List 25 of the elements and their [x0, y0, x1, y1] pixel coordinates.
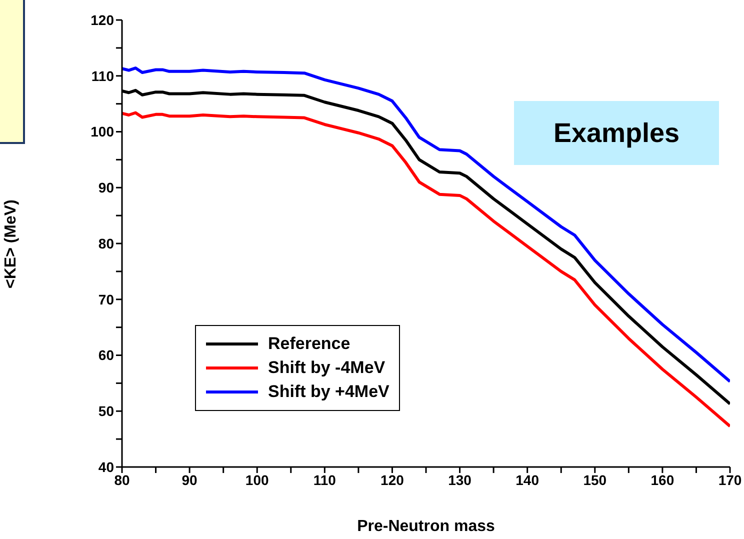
x-tick-label: 170 — [718, 472, 742, 488]
legend-label: Shift by +4MeV — [268, 381, 390, 403]
x-tick-label: 150 — [583, 472, 607, 488]
y-tick-label: 50 — [98, 403, 114, 420]
y-axis-title: <KE> (MeV) — [2, 200, 20, 288]
y-tick-label: 40 — [98, 458, 114, 475]
y-tick-label: 90 — [98, 180, 114, 196]
x-tick-label: 80 — [114, 472, 130, 488]
y-tick-label: 70 — [98, 291, 114, 308]
x-axis-title: Pre-Neutron mass — [357, 518, 496, 535]
x-tick-label: 110 — [313, 472, 336, 488]
x-tick-label: 90 — [182, 472, 198, 488]
x-tick-label: 120 — [380, 472, 404, 488]
annotation: Examples — [514, 101, 719, 165]
x-tick-label: 130 — [448, 472, 472, 488]
legend-label: Shift by -4MeV — [268, 357, 386, 379]
y-tick-label: 60 — [98, 347, 114, 364]
y-tick-label: 100 — [90, 124, 114, 140]
x-tick-label: 100 — [245, 472, 270, 488]
y-tick-label: 120 — [90, 12, 114, 28]
y-tick-label: 110 — [91, 68, 114, 84]
x-tick-label: 140 — [516, 472, 540, 488]
y-tick-label: 80 — [98, 235, 114, 252]
legend-label: Reference — [268, 333, 350, 355]
x-tick-label: 160 — [650, 472, 674, 488]
